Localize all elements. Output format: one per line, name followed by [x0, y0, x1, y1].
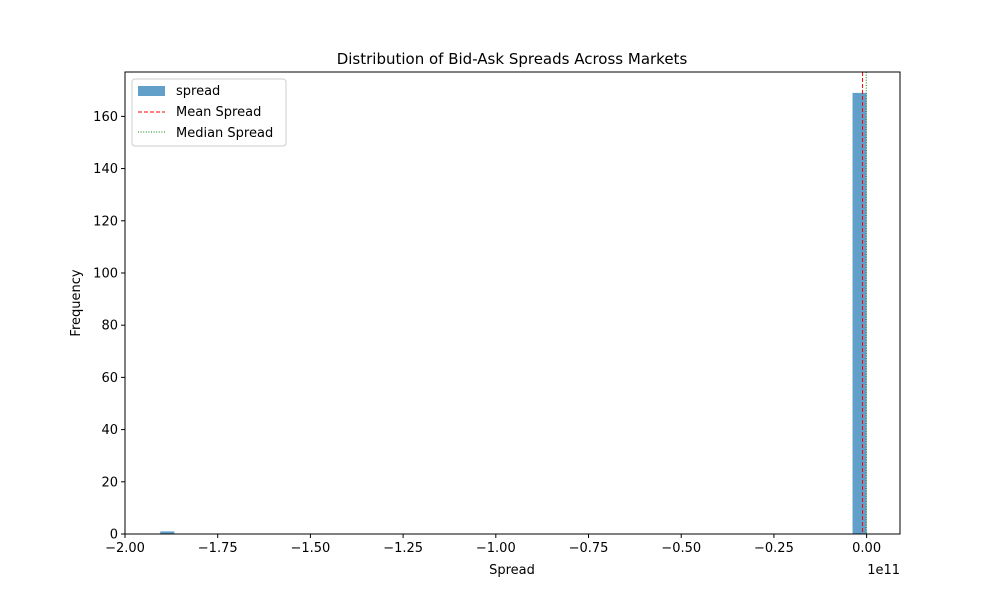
x-tick-label: −0.75 [569, 541, 609, 556]
legend-label-mean: Mean Spread [176, 105, 261, 120]
legend-box [131, 78, 287, 147]
y-axis-label: Frequency [69, 269, 84, 336]
x-axis-ticks: −2.00 −1.75 −1.50 −1.25 −1.00 −0.75 −0.50 −0.25… [105, 534, 881, 556]
plot-frame [124, 71, 901, 535]
reference-lines [862, 72, 867, 534]
legend-label-spread: spread [176, 84, 220, 99]
x-axis-label: Spread [489, 563, 535, 578]
y-tick-label: 120 [93, 214, 118, 229]
x-tick-label: −1.75 [198, 541, 238, 556]
x-tick-label: −1.50 [290, 541, 330, 556]
x-tick-label: −0.50 [661, 541, 701, 556]
y-tick-label: 140 [93, 162, 118, 177]
x-tick-label: 0.00 [852, 541, 881, 556]
histogram-bar-1 [852, 92, 867, 535]
histogram-bar-0 [160, 531, 175, 534]
histogram-bars [160, 92, 867, 535]
x-tick-label: −2.00 [105, 541, 145, 556]
x-axis-offset-label: 1e11 [867, 563, 900, 578]
y-tick-label: 0 [110, 528, 118, 543]
plot-area [125, 72, 900, 534]
y-axis-ticks: 0 20 40 60 80 100 120 140 160 [93, 110, 125, 543]
y-tick-label: 40 [101, 423, 118, 438]
chart-title: Distribution of Bid-Ask Spreads Across M… [337, 50, 688, 68]
legend: spread Mean Spread Median Spread [131, 78, 287, 147]
y-tick-label: 60 [101, 371, 118, 386]
x-tick-label: −1.25 [383, 541, 423, 556]
x-tick-label: −1.00 [476, 541, 516, 556]
y-tick-label: 80 [101, 319, 118, 334]
y-tick-label: 20 [101, 475, 118, 490]
y-tick-label: 160 [93, 110, 118, 125]
legend-swatch-spread [138, 86, 165, 96]
x-tick-label: −0.25 [754, 541, 794, 556]
y-tick-label: 100 [93, 266, 118, 281]
legend-label-median: Median Spread [176, 126, 273, 141]
